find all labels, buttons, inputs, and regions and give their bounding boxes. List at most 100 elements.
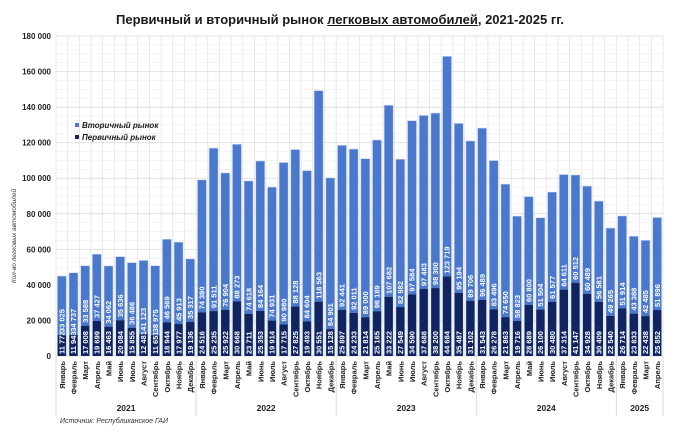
data-label-secondary: 82 982 xyxy=(396,281,405,304)
data-label-primary: 30 409 xyxy=(594,331,603,354)
title-prefix: Первичный и вторичный рынок xyxy=(116,12,328,27)
data-label-secondary: 96 189 xyxy=(373,285,382,308)
bar-primary xyxy=(606,315,615,356)
x-tick-label: Июль xyxy=(408,361,417,382)
data-label-secondary: 97 584 xyxy=(408,268,417,292)
data-label-secondary: 37 427 xyxy=(93,295,102,318)
x-tick-label: Июнь xyxy=(116,361,125,382)
data-label-secondary: 33 025 xyxy=(58,309,67,332)
data-label-secondary: 74 650 xyxy=(501,291,510,314)
x-tick-label: Июнь xyxy=(256,361,265,382)
x-tick-label: Август xyxy=(560,361,569,386)
bar-secondary xyxy=(466,141,475,301)
x-tick-label: Сентябрь xyxy=(571,361,580,397)
data-label-secondary: 98 300 xyxy=(431,262,440,285)
x-tick-label: Февраль xyxy=(490,361,499,395)
bar-secondary xyxy=(617,216,627,309)
bar-primary xyxy=(174,324,183,356)
x-tick-label: Июль xyxy=(128,361,137,382)
bar-secondary xyxy=(407,121,417,295)
y-tick-label: 140 000 xyxy=(22,103,51,112)
x-tick-label: Январь xyxy=(198,361,207,389)
bar-primary xyxy=(466,300,475,356)
data-label-primary: 26 100 xyxy=(536,331,545,354)
bar-primary xyxy=(396,307,405,356)
data-label-primary: 20 084 xyxy=(116,330,125,354)
x-tick-label: Март xyxy=(81,361,90,380)
bar-secondary xyxy=(267,187,277,321)
x-tick-label: Октябрь xyxy=(583,361,592,393)
bar-secondary xyxy=(104,266,113,327)
y-tick-label: 100 000 xyxy=(22,174,51,183)
data-label-primary: 17 977 xyxy=(174,331,183,354)
data-label-secondary: 43 388 xyxy=(630,288,639,311)
bar-secondary xyxy=(256,161,265,311)
data-label-primary: 11 772 xyxy=(58,331,67,354)
data-label-secondary: 76 904 xyxy=(221,283,230,307)
bar-secondary xyxy=(606,228,615,316)
data-label-secondary: 60 800 xyxy=(524,279,533,302)
x-tick-label: Февраль xyxy=(350,361,359,395)
bar-primary xyxy=(139,333,148,356)
data-label-secondary: 123 719 xyxy=(443,246,452,273)
data-label-primary: 30 551 xyxy=(314,331,323,354)
x-tick-label: Сентябрь xyxy=(431,361,440,397)
data-label-secondary: 41 123 xyxy=(139,308,148,331)
data-label-secondary: 64 611 xyxy=(559,264,568,287)
data-label-secondary: 51 896 xyxy=(653,284,662,307)
x-tick-label: Декабрь xyxy=(606,361,615,393)
x-tick-label: Апрель xyxy=(233,361,242,389)
data-label-secondary: 46 569 xyxy=(163,296,172,319)
bar-secondary xyxy=(431,113,440,289)
chart-title: Первичный и вторичный рынок легковых авт… xyxy=(0,12,680,27)
bar-secondary xyxy=(349,149,358,313)
y-tick-label: 120 000 xyxy=(22,139,51,148)
data-label-primary: 30 480 xyxy=(548,331,557,354)
data-label-secondary: 89 706 xyxy=(466,275,475,298)
year-label: 2021 xyxy=(117,403,136,413)
data-label-primary: 25 852 xyxy=(653,331,662,354)
data-label-primary: 25 165 xyxy=(373,331,382,354)
bar-secondary xyxy=(57,276,67,336)
bar-primary xyxy=(652,310,662,356)
bar-primary xyxy=(594,301,604,356)
bar-secondary xyxy=(372,140,382,312)
data-label-primary: 11 651 xyxy=(151,331,160,354)
bar-secondary xyxy=(384,105,393,297)
bar-primary xyxy=(151,335,160,356)
y-tick-label: 180 000 xyxy=(22,32,51,41)
data-label-secondary: 107 682 xyxy=(384,267,393,294)
bar-primary xyxy=(314,301,323,356)
legend-label-primary: Первичный рынок xyxy=(82,133,157,142)
x-tick-label: Апрель xyxy=(373,361,382,389)
bar-secondary xyxy=(396,159,405,308)
bar-secondary xyxy=(571,175,580,283)
x-tick-label: Ноябрь xyxy=(595,361,604,389)
bar-primary xyxy=(302,321,312,356)
bar-secondary xyxy=(547,192,557,302)
bar-primary xyxy=(571,282,580,356)
x-tick-label: Ноябрь xyxy=(175,361,184,389)
x-tick-label: Август xyxy=(280,361,289,386)
year-label: 2025 xyxy=(630,403,649,413)
data-label-secondary: 35 636 xyxy=(116,294,125,317)
bar-primary xyxy=(326,329,335,356)
x-tick-label: Март xyxy=(641,361,650,380)
x-axis: Январь Февраль Март Апрель Май Июнь Июль Август… xyxy=(55,356,664,416)
data-label-secondary: 92 011 xyxy=(349,287,358,310)
data-label-primary: 22 540 xyxy=(606,331,615,354)
data-label-primary: 25 353 xyxy=(256,331,265,354)
bar-primary xyxy=(477,299,487,356)
data-label-primary: 37 314 xyxy=(559,330,568,354)
data-label-primary: 19 716 xyxy=(513,331,522,354)
data-label-secondary: 74 618 xyxy=(244,288,253,311)
data-label-secondary: 91 511 xyxy=(209,286,218,309)
y-axis: 0 20 000 40 000 60 000 80 000 100 000 120 000 1… xyxy=(10,32,52,361)
bar-secondary xyxy=(641,240,650,317)
data-label-primary: 16 463 xyxy=(104,331,113,354)
bar-primary xyxy=(337,309,347,356)
x-tick-label: Апрель xyxy=(93,361,102,389)
data-label-primary: 31 543 xyxy=(478,331,487,354)
bar-primary xyxy=(384,296,393,356)
